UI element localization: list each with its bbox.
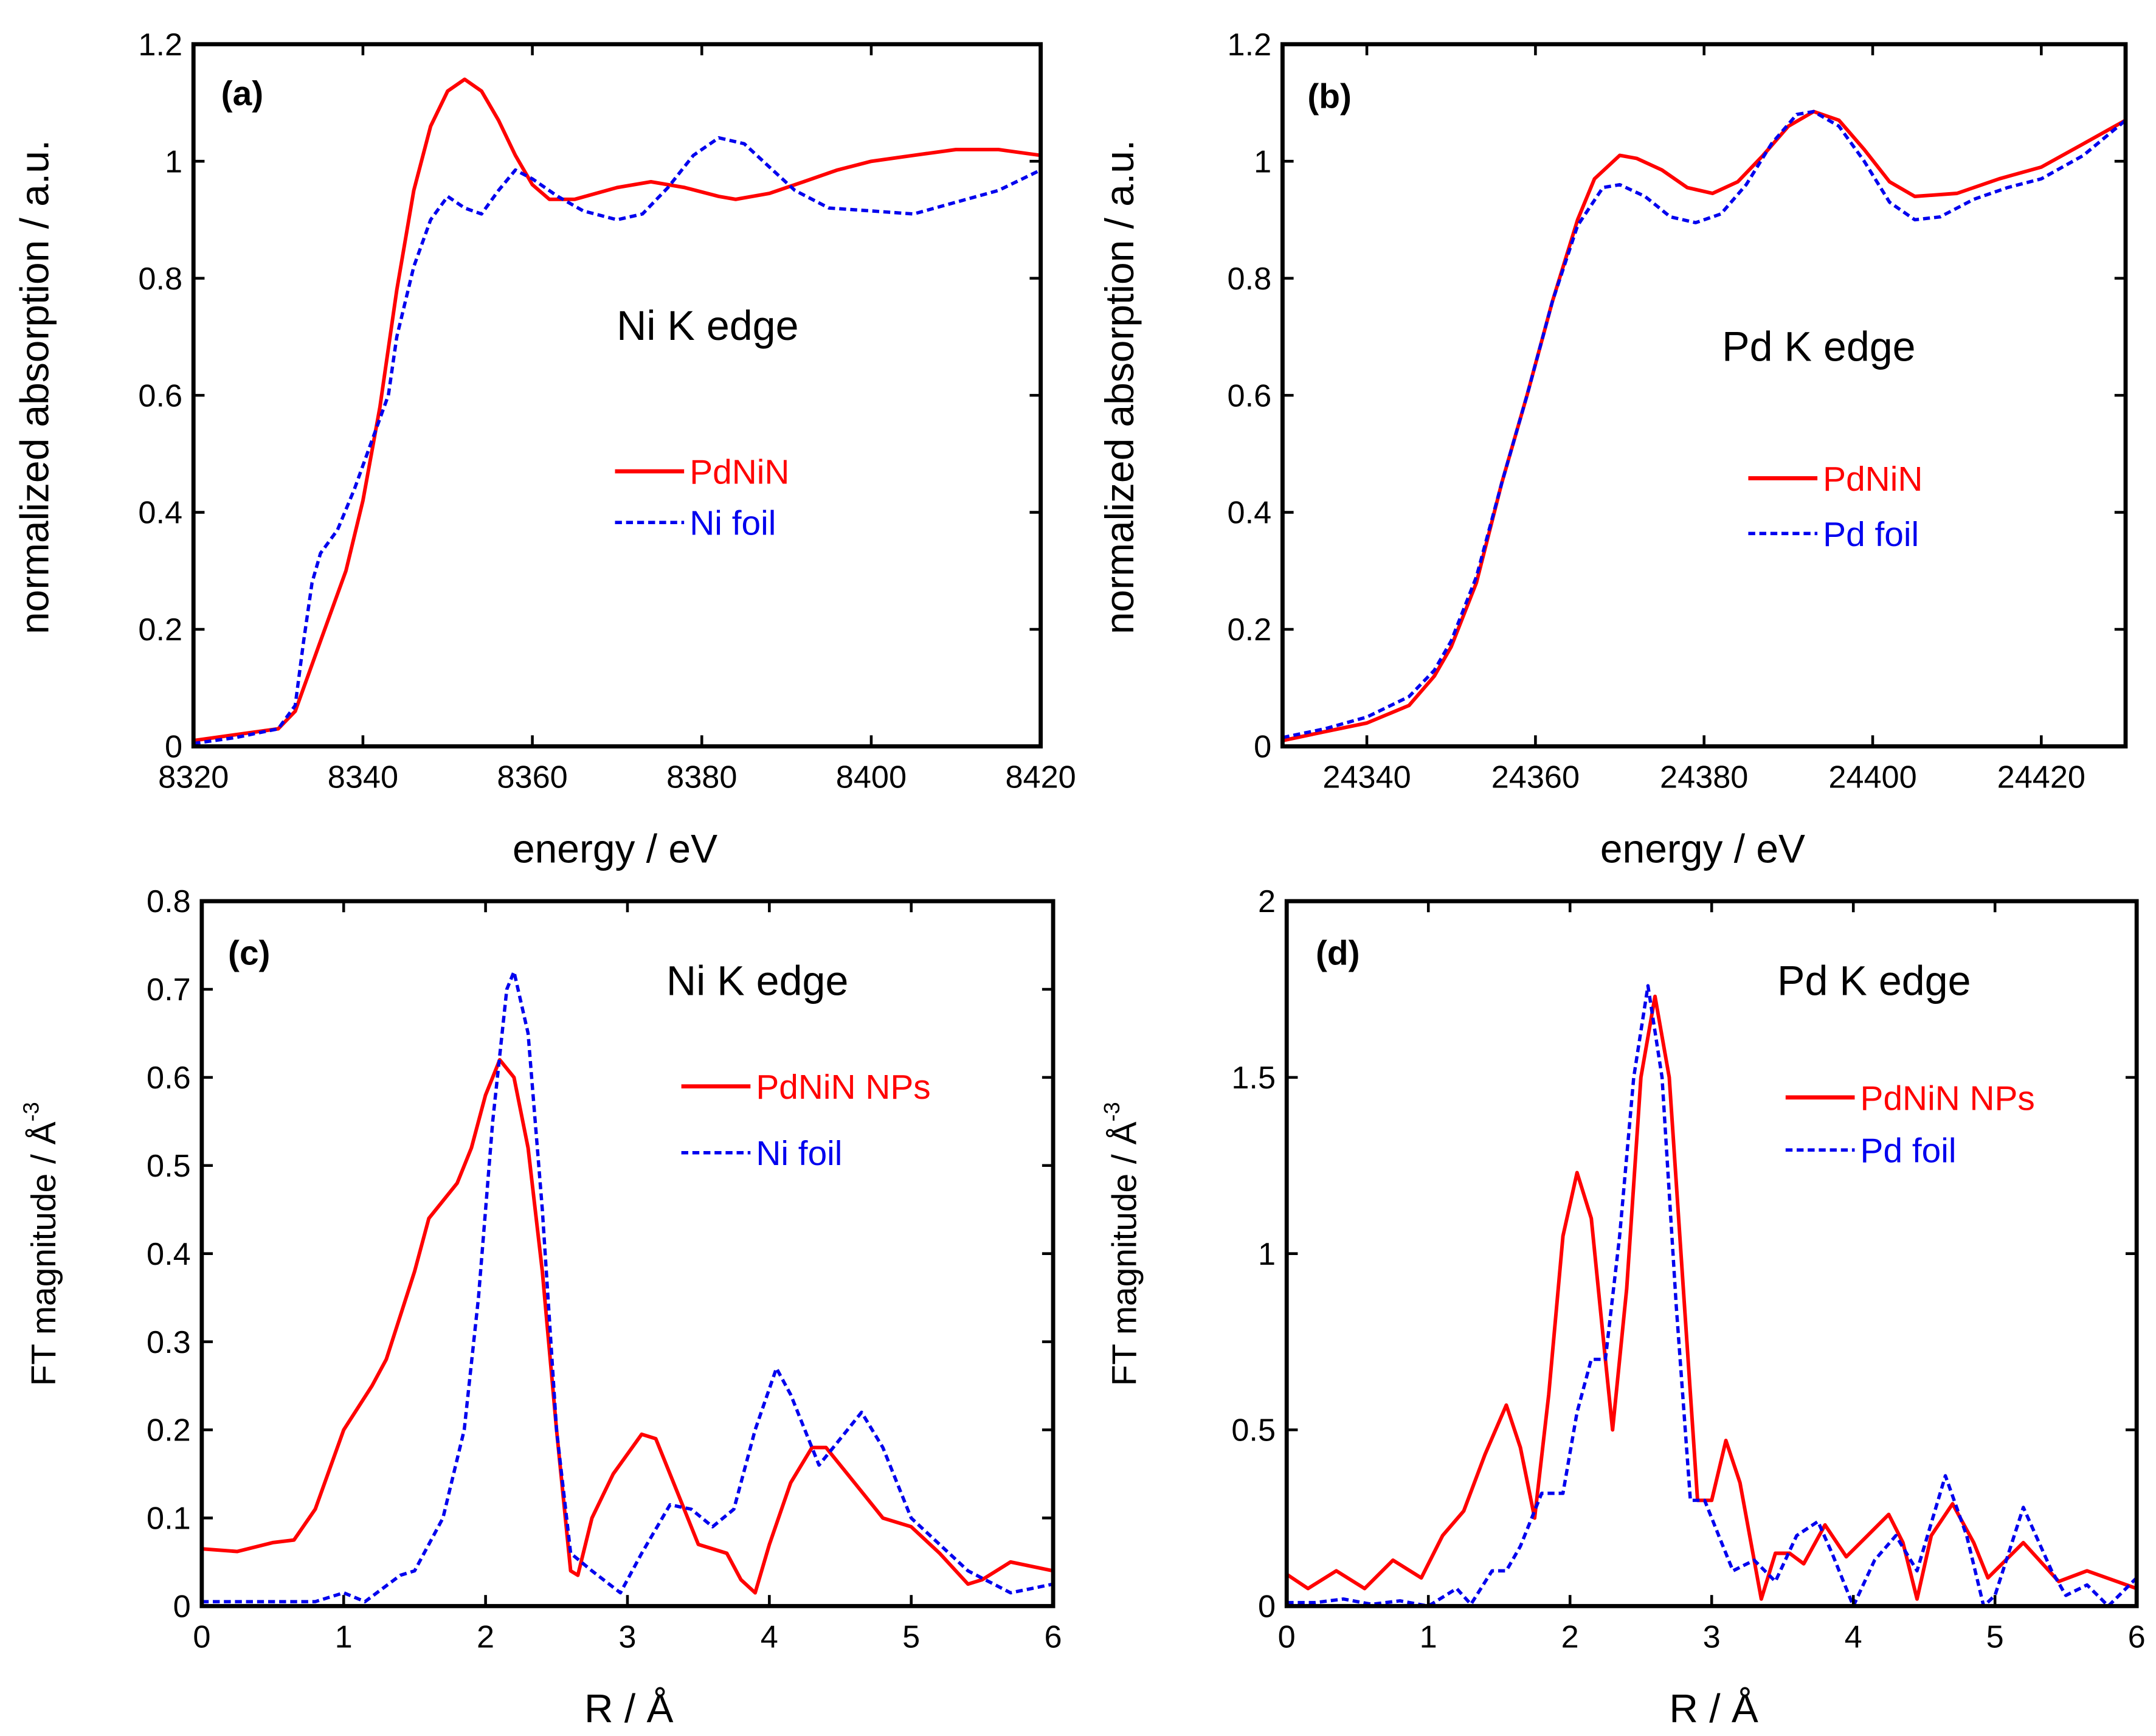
edge-annotation: Pd K edge [1777, 958, 1971, 1005]
y-axis-label: FT magnitude / Å-3 [19, 1102, 63, 1386]
x-tick-label: 0 [193, 1620, 210, 1655]
legend-label: PdNiN NPs [756, 1068, 930, 1107]
x-tick-label: 2 [477, 1620, 494, 1655]
series-line-pd-foil [1287, 984, 2138, 1608]
y-tick-label: 1 [165, 144, 182, 179]
y-tick-label: 1 [1254, 144, 1271, 179]
y-tick-label: 0.3 [147, 1325, 191, 1360]
y-tick-label: 1.5 [1231, 1060, 1276, 1096]
y-tick-label: 0.2 [1228, 612, 1272, 648]
x-tick-label: 8380 [666, 760, 737, 795]
y-axis-label-text: normalized absorption / a.u. [1097, 140, 1142, 634]
y-tick-label: 0.6 [147, 1060, 191, 1096]
panel-a: PdNiN Ni foil 8320 8340 8360 8380 8400 8420 0 0.2… [12, 27, 1076, 871]
y-axis-label: normalized absorption / a.u. [12, 140, 57, 634]
x-tick-label: 24340 [1322, 760, 1411, 795]
x-tick-label: 2 [1561, 1620, 1579, 1655]
y-tick-label: 0 [165, 730, 182, 765]
x-tick-label: 24360 [1491, 760, 1580, 795]
y-axis-label-superscript: -3 [1099, 1102, 1124, 1121]
y-tick-label: 1.2 [1228, 27, 1272, 63]
x-tick-label: 5 [1986, 1620, 2004, 1655]
y-tick-label: 0.4 [147, 1237, 191, 1272]
legend-label: PdNiN [689, 454, 789, 492]
edge-annotation: Pd K edge [1722, 323, 1915, 370]
panel-d: PdNiN NPs Pd foil 0 1 2 3 4 5 6 0 0.5 1 1.5 2 (d) Pd K … [1099, 884, 2146, 1731]
panel-label: (c) [228, 935, 270, 973]
y-tick-label: 0.7 [147, 972, 191, 1008]
legend-label: Ni foil [756, 1135, 842, 1173]
y-tick-label: 0.5 [147, 1149, 191, 1184]
plot-frame [199, 899, 1056, 1608]
series-line-pdnin-nps [201, 1058, 1054, 1595]
x-tick-label: 6 [2128, 1620, 2146, 1655]
x-tick-label: 8420 [1005, 760, 1076, 795]
x-axis-label: energy / eV [513, 826, 717, 871]
y-tick-label: 0.2 [138, 612, 182, 648]
y-axis-label-text: FT magnitude / Å [1105, 1121, 1144, 1386]
x-tick-label: 1 [335, 1620, 353, 1655]
y-tick-label: 0.4 [138, 496, 182, 531]
y-tick-label: 0.6 [1228, 378, 1272, 413]
y-axis-label-superscript: -3 [19, 1102, 44, 1121]
y-tick-label: 0.5 [1231, 1413, 1276, 1448]
x-tick-label: 4 [1845, 1620, 1862, 1655]
y-tick-label: 0.8 [138, 261, 182, 297]
legend-label: Pd foil [1823, 516, 1919, 554]
plot-frame [1280, 42, 2128, 749]
y-tick-label: 2 [1258, 884, 1276, 919]
y-tick-label: 1 [1258, 1237, 1276, 1272]
edge-annotation: Ni K edge [617, 303, 798, 349]
y-tick-label: 0.8 [1228, 261, 1272, 297]
x-tick-label: 8360 [497, 760, 567, 795]
legend-label: PdNiN NPs [1861, 1079, 2035, 1118]
series-line-pdnin [193, 77, 1042, 742]
y-tick-label: 0 [1258, 1589, 1276, 1625]
y-tick-label: 0.6 [138, 378, 182, 413]
panel-b: PdNiN Pd foil 24340 24360 24380 24400 24420 0 0.… [1097, 27, 2128, 871]
x-tick-label: 4 [761, 1620, 778, 1655]
y-tick-label: 0 [1254, 730, 1271, 765]
x-tick-label: 8340 [328, 760, 398, 795]
y-tick-label: 0 [173, 1589, 191, 1625]
panel-label: (a) [221, 75, 263, 113]
x-axis-label: R / Å [584, 1686, 674, 1731]
x-tick-label: 8320 [158, 760, 229, 795]
x-tick-label: 24380 [1660, 760, 1748, 795]
x-axis-label: R / Å [1669, 1686, 1758, 1731]
legend-label: Pd foil [1861, 1132, 1957, 1171]
edge-annotation: Ni K edge [666, 958, 848, 1005]
x-axis-label: energy / eV [1600, 826, 1805, 871]
panel-label: (d) [1316, 935, 1360, 973]
panel-c: PdNiN NPs Ni foil 0 1 2 3 4 5 6 0 0.1 0.2 0.3 0.4 0.5 0… [19, 884, 1062, 1731]
y-axis-label-text: normalized absorption / a.u. [12, 140, 57, 634]
y-tick-label: 0.1 [147, 1501, 191, 1537]
x-tick-label: 5 [902, 1620, 920, 1655]
series-line-ni-foil [193, 136, 1042, 745]
y-axis-label-text: FT magnitude / Å [24, 1121, 63, 1386]
x-tick-label: 24400 [1828, 760, 1916, 795]
x-tick-label: 3 [1703, 1620, 1721, 1655]
x-tick-label: 1 [1420, 1620, 1437, 1655]
y-tick-label: 0.2 [147, 1413, 191, 1448]
x-tick-label: 0 [1278, 1620, 1296, 1655]
y-tick-label: 0.4 [1228, 496, 1272, 531]
y-axis-label: normalized absorption / a.u. [1097, 140, 1142, 634]
y-tick-label: 1.2 [138, 27, 182, 63]
x-tick-label: 8400 [836, 760, 907, 795]
legend-label: Ni foil [689, 505, 776, 543]
series-line-pdnin [1282, 109, 2127, 742]
series-line-pdnin-nps [1285, 994, 2138, 1601]
x-tick-label: 6 [1045, 1620, 1062, 1655]
x-tick-label: 24420 [1997, 760, 2085, 795]
y-axis-label: FT magnitude / Å-3 [1099, 1102, 1144, 1386]
x-tick-label: 3 [618, 1620, 636, 1655]
series-line-pd-foil [1282, 109, 2127, 739]
series-line-ni-foil [201, 970, 1054, 1603]
legend-label: PdNiN [1823, 460, 1923, 499]
panel-label: (b) [1307, 77, 1352, 116]
y-tick-label: 0.8 [147, 884, 191, 919]
